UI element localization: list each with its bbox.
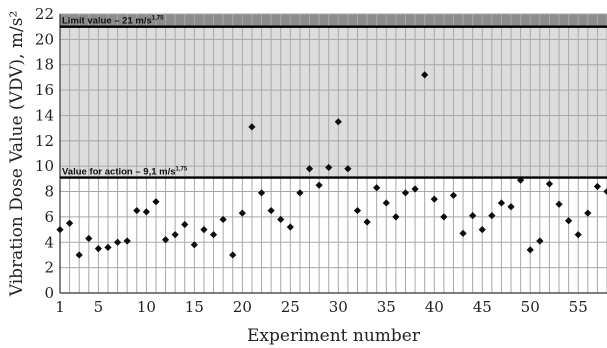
x-tick-label: 40	[425, 298, 444, 316]
y-tick-label: 6	[44, 208, 54, 226]
y-tick-label: 18	[35, 56, 54, 74]
data-point	[56, 225, 64, 234]
data-point	[440, 213, 448, 221]
data-point	[104, 243, 112, 251]
x-tick-labels: 1 5 10 15 20 25 30 35 40 45 50 55	[55, 298, 588, 316]
data-point	[507, 203, 515, 211]
data-point	[248, 123, 256, 131]
y-tick-label: 22	[35, 5, 54, 23]
y-tick-label: 20	[35, 30, 54, 48]
data-point	[603, 187, 607, 196]
y-tick-label: 14	[35, 106, 54, 124]
data-point	[497, 199, 506, 207]
y-tick-label: 10	[35, 157, 54, 175]
data-point	[517, 176, 525, 184]
data-point	[373, 184, 381, 192]
data-point	[353, 206, 362, 215]
x-tick-label: 25	[281, 298, 300, 316]
y-tick-label: 2	[44, 259, 54, 277]
data-point	[277, 215, 285, 224]
data-point	[488, 212, 496, 220]
data-point	[190, 241, 198, 249]
x-tick-label: 30	[329, 298, 348, 316]
data-point	[200, 225, 208, 234]
chart-grid	[59, 13, 607, 294]
x-tick-label: 55	[569, 298, 588, 316]
data-point	[401, 189, 410, 197]
data-point	[536, 237, 544, 245]
y-axis-title: Vibration Dose Value (VDV), m/s²	[7, 11, 27, 298]
x-tick-label: 35	[377, 298, 396, 316]
limit-value-label: Limit value – 21 m/s1,75	[62, 16, 164, 27]
data-point	[449, 191, 458, 199]
data-point	[123, 237, 131, 245]
data-point	[75, 251, 83, 259]
y-tick-label: 12	[35, 132, 54, 150]
x-tick-label: 45	[473, 298, 492, 316]
chart-bands	[60, 14, 607, 178]
data-point	[382, 199, 390, 207]
data-point	[65, 219, 74, 227]
x-tick-label: 20	[233, 298, 252, 316]
data-point	[555, 200, 563, 208]
y-tick-label: 4	[44, 233, 54, 251]
data-point	[161, 236, 170, 244]
data-point	[593, 182, 602, 191]
y-tick-label: 16	[35, 81, 54, 99]
data-point	[229, 251, 237, 259]
data-point	[94, 245, 102, 253]
data-point	[152, 198, 160, 206]
y-tick-label: 0	[44, 284, 54, 302]
data-point	[545, 180, 554, 188]
data-point	[296, 189, 304, 197]
limit-band	[60, 14, 607, 27]
chart-axes	[59, 14, 607, 294]
data-point	[411, 185, 419, 193]
data-point	[267, 206, 275, 215]
data-point	[305, 165, 314, 173]
data-point	[181, 220, 189, 229]
y-tick-labels: 0 2 4 6 8 10 12 14 16 18 20 22	[35, 5, 54, 302]
action-value-label: Value for action – 9,1 m/s1,75	[62, 167, 188, 178]
data-point	[286, 223, 294, 231]
data-point	[469, 212, 477, 220]
x-tick-label: 50	[521, 298, 540, 316]
data-point	[85, 234, 93, 243]
x-tick-label: 5	[94, 298, 104, 316]
x-tick-label: 1	[55, 298, 65, 316]
data-point	[344, 165, 352, 173]
x-tick-label: 15	[185, 298, 204, 316]
x-tick-label: 10	[137, 298, 156, 316]
data-point	[171, 231, 179, 239]
data-point	[478, 225, 486, 234]
y-tick-label: 8	[44, 183, 54, 201]
data-point	[113, 238, 122, 246]
data-point	[526, 246, 534, 254]
data-point	[363, 218, 371, 226]
data-point	[219, 215, 227, 224]
action-band	[60, 26, 607, 178]
data-point	[459, 229, 467, 237]
reference-lines: Limit value – 21 m/s1,75 Value for action…	[60, 16, 607, 179]
data-point	[325, 163, 333, 172]
data-points	[56, 71, 607, 259]
data-point	[392, 213, 400, 221]
x-axis-title: Experiment number	[247, 326, 421, 346]
data-point	[334, 118, 342, 126]
data-point	[565, 217, 573, 225]
data-point	[584, 209, 592, 217]
data-point	[421, 71, 429, 79]
data-point	[315, 181, 323, 189]
data-point	[142, 208, 150, 216]
data-point	[574, 231, 582, 239]
data-point	[209, 231, 218, 239]
data-point	[257, 189, 266, 197]
data-point	[430, 195, 438, 203]
data-point	[133, 206, 141, 215]
data-point	[238, 209, 246, 217]
